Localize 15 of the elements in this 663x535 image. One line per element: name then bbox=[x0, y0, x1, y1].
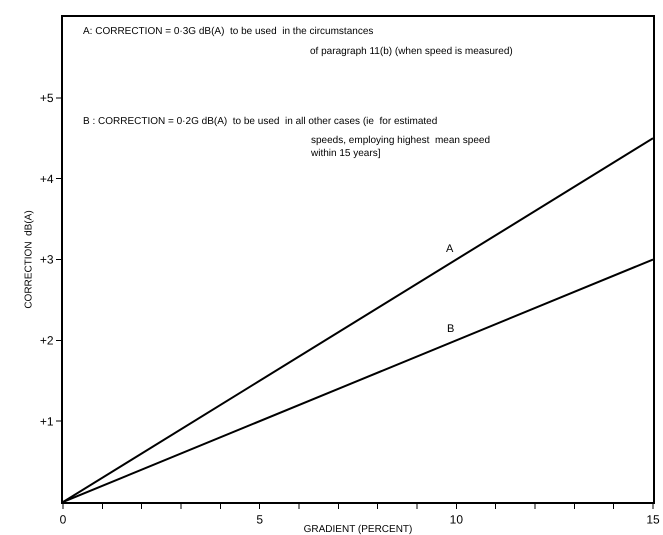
x-tick-label: 15 bbox=[646, 512, 660, 526]
y-tick-label: +4 bbox=[40, 172, 54, 186]
x-tick-label: 10 bbox=[450, 512, 464, 526]
y-tick-label: +3 bbox=[40, 252, 54, 267]
annotation: A: CORRECTION = 0·3G dB(A) to be used in the circumstances of paragraph 11(b) (when speed is measured) bbox=[83, 26, 513, 57]
x-axis-title: GRADIENT (PERCENT) bbox=[304, 524, 412, 535]
y-tick-label: +1 bbox=[40, 414, 54, 428]
annotation: B : CORRECTION = 0·2G dB(A) to be used in all other cases (ie for estimated speeds, employing highest mean speed within 15 years] bbox=[83, 116, 490, 159]
y-tick-label: +2 bbox=[40, 334, 54, 348]
x-tick-label: 0 bbox=[60, 512, 67, 526]
y-axis-title: CORRECTION dB(A) bbox=[23, 210, 34, 309]
x-tick-label: 5 bbox=[256, 512, 264, 526]
y-tick-label: +5 bbox=[40, 91, 54, 106]
series-label: B bbox=[447, 323, 454, 335]
series-label: A bbox=[446, 243, 454, 255]
